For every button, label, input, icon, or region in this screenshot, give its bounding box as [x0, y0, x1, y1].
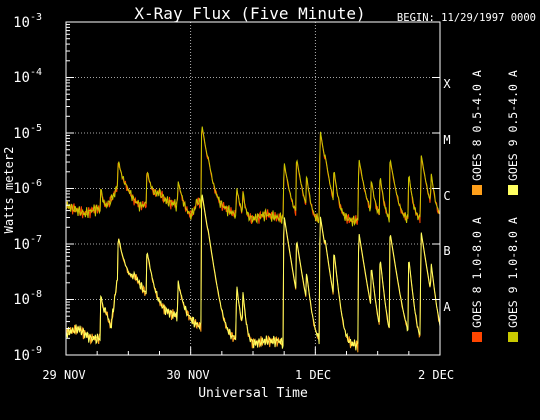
- chart-title: X-Ray Flux (Five Minute): [134, 4, 365, 23]
- y-tick-label-1e-4: 10-4: [13, 67, 42, 86]
- x-tick-labels: 29 NOV 30 NOV 1 DEC 2 DEC: [42, 368, 454, 382]
- axis-ticks: [65, 21, 441, 356]
- y-axis-label: Watts meter2: [2, 147, 16, 234]
- series-layer: [65, 126, 441, 353]
- y-tick-base: 10: [13, 15, 30, 31]
- class-label-b: B: [443, 244, 450, 258]
- y-tick-exponent: -3: [30, 12, 42, 23]
- legend-swatch: [472, 185, 482, 195]
- x-tick-label-30nov: 30 NOV: [166, 368, 209, 382]
- y-tick-exponent: -9: [30, 345, 42, 356]
- class-label-a: A: [443, 300, 451, 314]
- y-tick-label-1e-5: 10-5: [13, 123, 42, 142]
- y-tick-exponent: -5: [30, 123, 42, 134]
- y-tick-base: 10: [13, 126, 30, 142]
- y-tick-base: 10: [13, 237, 30, 253]
- legend-label: GOES 9 0.5-4.0 A: [506, 70, 520, 181]
- legend-label: GOES 8 0.5-4.0 A: [470, 70, 484, 181]
- y-tick-exponent: -8: [30, 289, 42, 300]
- y-tick-base: 10: [13, 292, 30, 308]
- class-label-x: X: [443, 77, 451, 91]
- class-label-m: M: [443, 133, 450, 147]
- y-tick-label-1e-8: 10-8: [13, 289, 42, 308]
- class-label-c: C: [443, 189, 450, 203]
- x-tick-label-2dec: 2 DEC: [418, 368, 454, 382]
- legend-swatch: [472, 332, 482, 342]
- legend-swatch: [508, 332, 518, 342]
- y-tick-exponent: -7: [30, 234, 42, 245]
- y-tick-labels: 10-9 10-8 10-7 10-6 10-5 10-4 10-3: [13, 12, 42, 364]
- y-tick-label-1e-7: 10-7: [13, 234, 42, 253]
- grid: [66, 22, 440, 355]
- legend-item-goes9-long: GOES 9 1.0-8.0 A: [506, 217, 520, 342]
- y-tick-label-1e-3: 10-3: [13, 12, 42, 31]
- legend: GOES 8 1.0-8.0 A GOES 8 0.5-4.0 A GOES 9…: [470, 70, 520, 342]
- flare-class-labels: A B C M X: [443, 77, 451, 314]
- series-line-goes-9-1-0-8-0-a: [65, 126, 441, 227]
- legend-item-goes8-short: GOES 8 0.5-4.0 A: [470, 70, 484, 195]
- begin-time-label: BEGIN: 11/29/1997 0000: [397, 12, 536, 24]
- series-line-goes-9-0-5-4-0-a: [65, 194, 441, 351]
- y-tick-base: 10: [13, 70, 30, 86]
- legend-item-goes9-short: GOES 9 0.5-4.0 A: [506, 70, 520, 195]
- y-tick-exponent: -6: [30, 178, 42, 189]
- legend-label: GOES 8 1.0-8.0 A: [470, 217, 484, 328]
- y-tick-label-1e-6: 10-6: [13, 178, 42, 197]
- legend-item-goes8-long: GOES 8 1.0-8.0 A: [470, 217, 484, 342]
- y-tick-base: 10: [13, 348, 30, 364]
- x-tick-label-1dec: 1 DEC: [295, 368, 331, 382]
- y-tick-base: 10: [13, 181, 30, 197]
- x-tick-label-29nov: 29 NOV: [42, 368, 85, 382]
- x-axis-label: Universal Time: [198, 386, 308, 401]
- legend-swatch: [508, 185, 518, 195]
- y-tick-exponent: -4: [30, 67, 42, 78]
- legend-label: GOES 9 1.0-8.0 A: [506, 217, 520, 328]
- y-tick-label-1e-9: 10-9: [13, 345, 42, 364]
